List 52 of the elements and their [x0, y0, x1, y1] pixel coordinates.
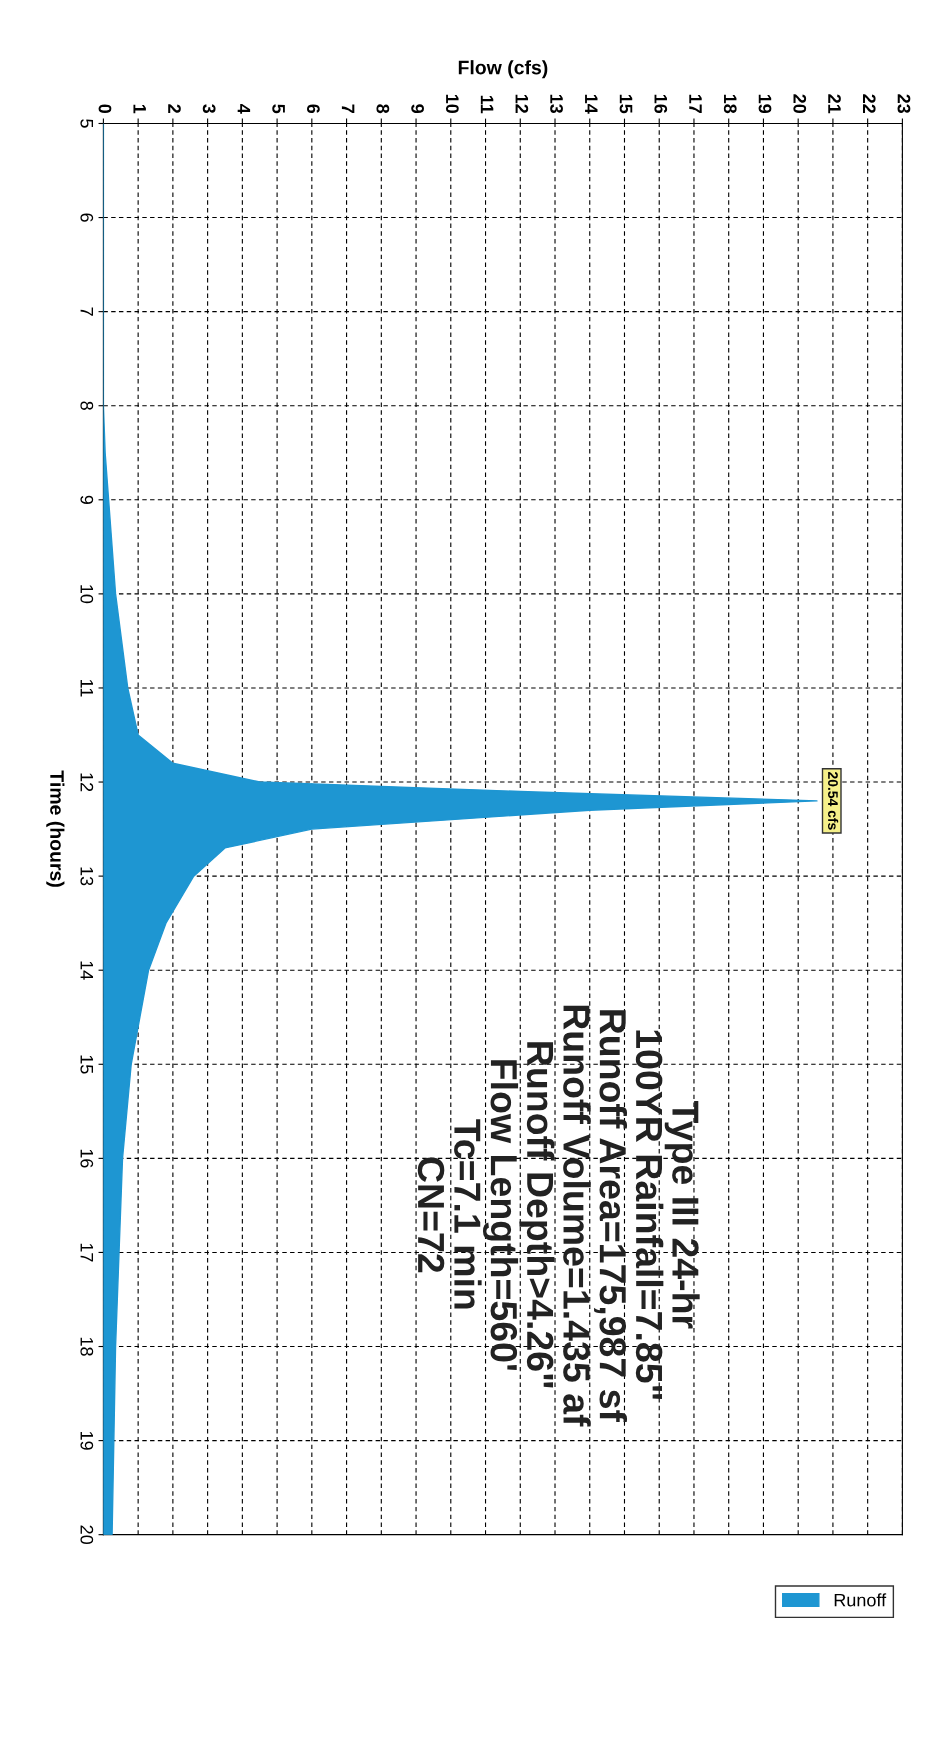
- annotation: Flow Length=560': [482, 1060, 519, 1370]
- annotation: Runoff Depth>4.26": [519, 1042, 555, 1388]
- x-tick-label: 19: [758, 94, 772, 114]
- y-tick-label: 20: [80, 1525, 94, 1545]
- y-tick-label: 11: [80, 679, 94, 697]
- y-tick-label: 18: [80, 1337, 94, 1356]
- x-tick-label: 15: [619, 94, 633, 114]
- x-axis-title: Flow (cfs): [458, 60, 548, 79]
- x-tick-label: 14: [585, 94, 598, 114]
- y-axis-title: Time (hours): [46, 770, 65, 887]
- x-tick-label: 4: [237, 103, 251, 114]
- x-tick-label: 17: [689, 94, 702, 113]
- y-tick-label: 14: [80, 961, 94, 980]
- x-tick-label: 21: [828, 94, 841, 114]
- y-tick-label: 5: [80, 119, 94, 128]
- annotation: Runoff Volume=1.435 af: [563, 1005, 591, 1427]
- annotation: 100YR Rainfall=7.85": [635, 1030, 664, 1399]
- x-tick-label: 12: [515, 94, 529, 114]
- x-tick-label: 1: [133, 104, 146, 114]
- x-tick-label: 20: [793, 94, 807, 114]
- y-tick-label: 12: [80, 773, 94, 792]
- x-tick-label: 8: [376, 104, 390, 114]
- x-tick-label: 2: [168, 104, 181, 114]
- x-tick-label: 22: [862, 94, 876, 114]
- annotation: Tc=7.1 min: [454, 1119, 482, 1309]
- x-tick-label: 18: [723, 94, 737, 114]
- x-tick-label: 5: [272, 104, 285, 114]
- y-tick-label: 16: [80, 1149, 94, 1168]
- x-tick-label: 3: [202, 104, 216, 114]
- legend-label: Runoff: [834, 1593, 887, 1607]
- annotation: 20.54 cfs: [828, 772, 839, 830]
- x-tick-label: 6: [306, 104, 320, 114]
- x-tick-label: 10: [445, 94, 459, 114]
- y-tick-label: 13: [80, 867, 94, 886]
- y-tick-label: 10: [80, 585, 94, 604]
- y-tick-label: 6: [80, 213, 94, 222]
- annotation: CN=72: [417, 1157, 445, 1273]
- x-tick-label: 13: [550, 94, 563, 114]
- y-tick-label: 19: [80, 1431, 94, 1450]
- annotation: Type III 24-hr: [664, 1100, 700, 1329]
- x-tick-label: 16: [654, 94, 668, 114]
- annotation: Runoff Area=175,987 sf: [594, 1010, 628, 1423]
- y-tick-label: 15: [80, 1055, 94, 1074]
- x-tick-label: 7: [341, 104, 355, 113]
- y-tick-label: 9: [80, 495, 94, 504]
- y-tick-label: 8: [80, 401, 94, 410]
- x-tick-label: 23: [897, 94, 911, 114]
- y-tick-label: 17: [80, 1243, 94, 1262]
- x-tick-label: 11: [480, 95, 494, 114]
- x-tick-label: 9: [411, 104, 424, 114]
- y-tick-label: 7: [80, 307, 94, 316]
- x-tick-label: 0: [98, 104, 112, 114]
